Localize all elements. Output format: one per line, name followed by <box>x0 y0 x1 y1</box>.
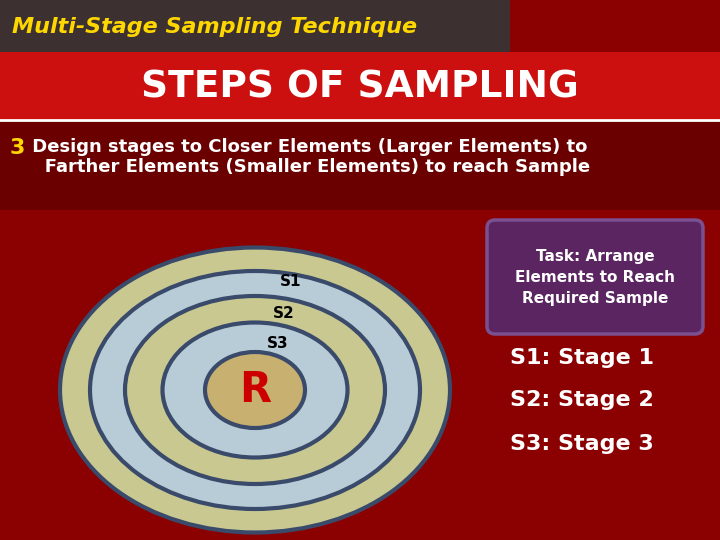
Ellipse shape <box>90 271 420 509</box>
Text: R: R <box>239 369 271 411</box>
Text: STEPS OF SAMPLING: STEPS OF SAMPLING <box>141 69 579 105</box>
Text: 3: 3 <box>10 138 25 158</box>
Text: Farther Elements (Smaller Elements) to reach Sample: Farther Elements (Smaller Elements) to r… <box>26 158 590 176</box>
Ellipse shape <box>125 296 385 484</box>
Text: S2: Stage 2: S2: Stage 2 <box>510 390 654 410</box>
Text: Task: Arrange
Elements to Reach
Required Sample: Task: Arrange Elements to Reach Required… <box>515 249 675 307</box>
Text: Multi-Stage Sampling Technique: Multi-Stage Sampling Technique <box>12 17 417 37</box>
Ellipse shape <box>60 247 450 532</box>
Text: S3: Stage 3: S3: Stage 3 <box>510 434 654 454</box>
FancyBboxPatch shape <box>487 220 703 334</box>
Text: S1: S1 <box>280 274 302 289</box>
Text: S3: S3 <box>267 336 289 352</box>
Text: Design stages to Closer Elements (Larger Elements) to: Design stages to Closer Elements (Larger… <box>26 138 588 156</box>
Text: S1: Stage 1: S1: Stage 1 <box>510 348 654 368</box>
FancyBboxPatch shape <box>0 0 510 52</box>
Ellipse shape <box>163 322 348 457</box>
Text: S2: S2 <box>273 307 294 321</box>
FancyBboxPatch shape <box>0 52 720 120</box>
FancyBboxPatch shape <box>0 120 720 210</box>
Ellipse shape <box>205 352 305 428</box>
